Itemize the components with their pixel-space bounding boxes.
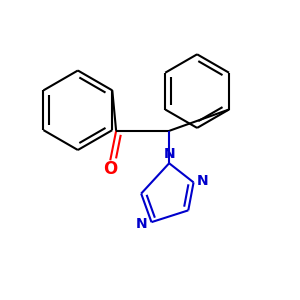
Text: N: N [197,174,209,188]
Text: N: N [163,147,175,161]
Text: O: O [103,160,117,178]
Text: N: N [135,217,147,231]
